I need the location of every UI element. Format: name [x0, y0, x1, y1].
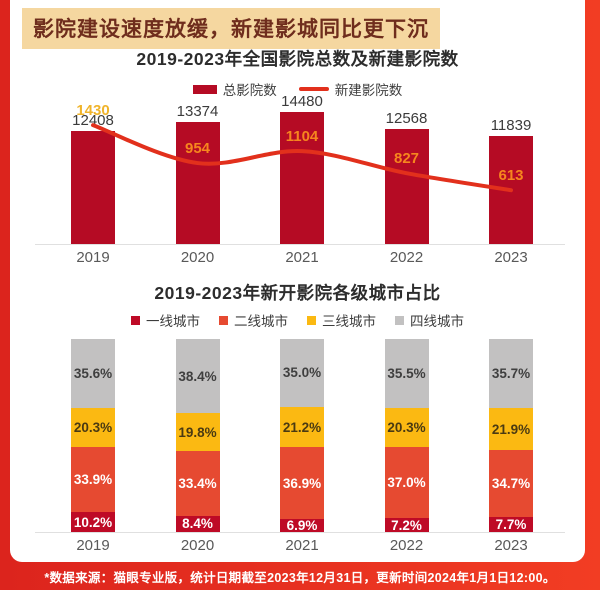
chart1-legend: 总影院数 新建影院数: [10, 79, 585, 99]
chart2-plot: 10.2% 33.9% 20.3% 35.6% 8.4% 33.4% 19.8% 38.4% 6…: [10, 339, 585, 533]
chart1-bar-value-2020: 13374: [176, 103, 219, 121]
content-card: 影院建设速度放缓，新建影城同比更下沉 2019-2023年全国影院总数及新建影院…: [10, 0, 585, 562]
chart2-segment-2021-二线城市: 36.9%: [280, 447, 324, 519]
chart2-segment-value: 35.7%: [491, 365, 531, 381]
legend-label: 四线城市: [410, 314, 464, 329]
chart2-segment-2019-一线城市: 10.2%: [71, 512, 115, 532]
chart1-bar-2021: [280, 112, 324, 244]
chart2-segment-2023-一线城市: 7.7%: [489, 517, 533, 532]
x-axis-label-2023: 2023: [494, 537, 528, 554]
legend-label: 三线城市: [322, 314, 376, 329]
chart2-segment-2019-四线城市: 35.6%: [71, 339, 115, 408]
footer-note: *数据来源：猫眼专业版，统计日期截至2023年12月31日，更新时间2024年1…: [44, 571, 556, 585]
chart2-segment-value: 7.2%: [391, 517, 422, 533]
chart2-legend: 一线城市 二线城市 三线城市 四线城市: [10, 310, 585, 330]
chart1-line-value-2019: 1430: [76, 102, 110, 120]
chart2-segment-value: 20.3%: [387, 419, 426, 435]
square-swatch-icon: [131, 315, 140, 325]
x-axis-label-2022: 2022: [389, 537, 424, 554]
chart2-segment-2020-二线城市: 33.4%: [175, 451, 220, 516]
chart1-line-value-2020: 954: [184, 140, 211, 158]
chart1-axis-line: [35, 244, 565, 245]
chart2-segment-value: 33.9%: [73, 472, 113, 488]
legend-label: 新建影院数: [334, 83, 403, 98]
chart2-segment-2022-一线城市: 7.2%: [384, 517, 429, 533]
chart2-segment-2021-四线城市: 35.0%: [280, 339, 324, 407]
x-axis-label-2022: 2022: [389, 249, 424, 266]
chart2-segment-value: 21.9%: [491, 421, 531, 437]
chart2-segment-value: 35.6%: [73, 365, 113, 381]
chart2-segment-2023-三线城市: 21.9%: [489, 407, 533, 451]
legend-item-新建影院数: 新建影院数: [298, 79, 403, 99]
chart2-segment-2023-二线城市: 34.7%: [489, 450, 533, 518]
chart2-segment-2022-三线城市: 20.3%: [384, 407, 429, 447]
chart1-bar-value-2023: 11839: [490, 117, 532, 135]
chart1-line-value-2021: 1104: [285, 128, 319, 146]
chart1-bar-value-2022: 12568: [385, 110, 428, 128]
square-swatch-icon: [192, 84, 217, 94]
chart2-x-axis: 2019 2020 2021 2022 2023: [10, 537, 585, 555]
legend-item-一线城市: 一线城市: [131, 310, 200, 330]
chart1-x-axis: 2019 2020 2021 2022 2023: [10, 249, 585, 267]
x-axis-label-2020: 2020: [180, 537, 215, 554]
x-axis-label-2021: 2021: [285, 537, 319, 554]
chart2-segment-2023-四线城市: 35.7%: [489, 339, 533, 408]
chart2-segment-value: 8.4%: [182, 516, 213, 532]
chart1-bar-value-2019: 12408: [72, 111, 114, 129]
page-title: 影院建设速度放缓，新建影城同比更下沉: [22, 8, 440, 49]
chart1-line-path: [91, 123, 513, 193]
chart2-segment-value: 7.7%: [495, 517, 527, 533]
square-swatch-icon: [219, 315, 228, 325]
chart1-line-series: [91, 123, 513, 193]
chart2-segment-2022-四线城市: 35.5%: [384, 339, 429, 408]
chart2-segment-2021-三线城市: 21.2%: [280, 406, 324, 448]
legend-label: 二线城市: [234, 314, 288, 329]
square-swatch-icon: [307, 315, 316, 325]
chart2-segment-value: 35.0%: [282, 365, 322, 381]
square-swatch-icon: [395, 315, 404, 325]
x-axis-label-2019: 2019: [76, 537, 110, 554]
chart2-segment-value: 36.9%: [282, 475, 322, 491]
x-axis-label-2019: 2019: [76, 249, 110, 266]
chart1-bar-2019: [71, 130, 115, 244]
legend-label: 总影院数: [222, 83, 277, 98]
x-axis-label-2020: 2020: [180, 249, 215, 266]
legend-item-四线城市: 四线城市: [395, 310, 464, 330]
chart1-bar-value-2021: 14480: [281, 93, 323, 110]
chart1-bar-2022: [384, 129, 429, 244]
chart1-plot: 12408 13374 14480 12568 11839 1430 954 1104 827 6…: [10, 93, 585, 245]
chart1-bar-2020: [175, 122, 220, 244]
chart2-segment-value: 35.5%: [387, 365, 426, 381]
chart1-title: 2019-2023年全国影院总数及新建影院数: [136, 49, 459, 69]
x-axis-label-2023: 2023: [494, 249, 528, 266]
chart2-segment-2020-一线城市: 8.4%: [175, 515, 220, 532]
chart2-segment-value: 6.9%: [286, 517, 318, 533]
chart2-segment-2020-三线城市: 19.8%: [175, 413, 220, 452]
chart2-axis-line: [35, 532, 565, 533]
chart2-segment-value: 33.4%: [178, 476, 217, 492]
chart2-segment-2020-四线城市: 38.4%: [175, 339, 220, 414]
chart2-segment-2021-一线城市: 6.9%: [280, 517, 324, 533]
chart2-segment-2019-二线城市: 33.9%: [71, 446, 115, 513]
chart2-title: 2019-2023年新开影院各级城市占比: [154, 283, 441, 303]
chart2-segment-value: 19.8%: [178, 424, 217, 440]
chart2-segment-value: 37.0%: [387, 474, 426, 490]
chart1-line-value-2023: 613: [498, 167, 524, 185]
legend-item-二线城市: 二线城市: [219, 310, 288, 330]
legend-item-三线城市: 三线城市: [307, 310, 376, 330]
chart2-segment-value: 10.2%: [73, 514, 113, 530]
x-axis-label-2021: 2021: [285, 249, 319, 266]
chart2-segment-2022-二线城市: 37.0%: [384, 446, 429, 519]
legend-item-总影院数: 总影院数: [192, 79, 277, 99]
chart2-segment-value: 20.3%: [73, 419, 113, 435]
chart2-segment-value: 38.4%: [178, 368, 217, 384]
legend-label: 一线城市: [146, 314, 200, 329]
line-swatch-icon: [298, 87, 329, 91]
chart1-line-value-2022: 827: [393, 150, 420, 168]
chart2-segment-value: 34.7%: [491, 476, 531, 492]
chart2-segment-2019-三线城市: 20.3%: [71, 407, 115, 447]
chart2-segment-value: 21.2%: [282, 419, 322, 435]
